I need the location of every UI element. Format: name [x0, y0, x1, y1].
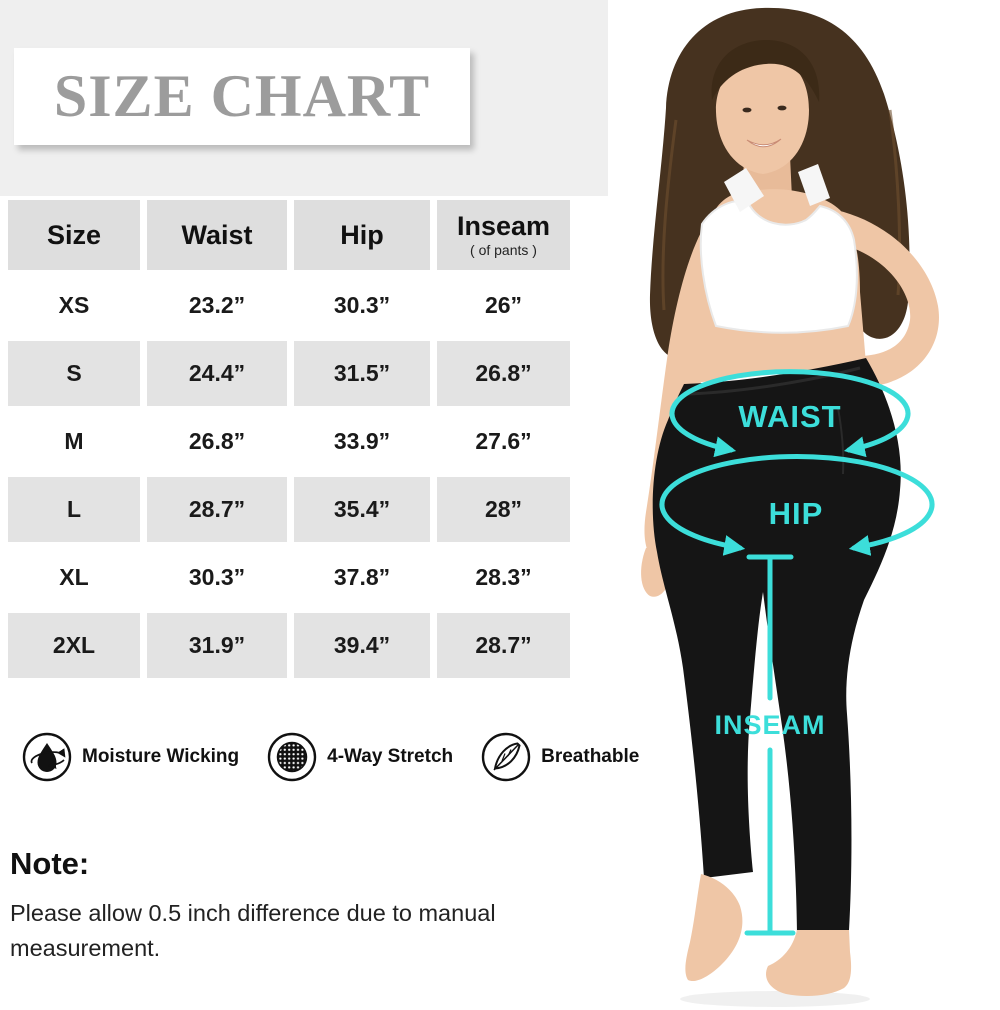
bra-strap: [798, 164, 830, 206]
header-inseam-sub: ( of pants ): [470, 241, 537, 258]
table-cell-hip: 30.3”: [294, 273, 430, 338]
sports-bra: [699, 200, 858, 334]
table-cell-inseam: 26.8”: [437, 341, 570, 406]
table-cell-hip: 31.5”: [294, 341, 430, 406]
model-illustration: WAIST HIP INSEAM: [641, 7, 939, 1007]
table-cell-waist: 28.7”: [147, 477, 287, 542]
note-section: Note: Please allow 0.5 inch difference d…: [10, 846, 590, 967]
model-face: [715, 56, 809, 174]
model-foot-right: [766, 930, 852, 996]
table-cell-hip: 39.4”: [294, 613, 430, 678]
feature-label: 4-Way Stretch: [327, 746, 454, 767]
waist-measure-arc: [669, 369, 911, 458]
black-leggings: [652, 358, 901, 933]
table-cell-size: M: [8, 409, 140, 474]
leggings-waistband: [687, 366, 861, 396]
header-hip: Hip: [294, 200, 430, 270]
table-cell-waist: 30.3”: [147, 545, 287, 610]
table-cell-waist: 26.8”: [147, 409, 287, 474]
bra-strap: [724, 168, 764, 212]
feature-label: Moisture Wicking: [82, 746, 240, 767]
model-foot-left: [685, 874, 743, 982]
size-table: Size Waist Hip Inseam ( of pants ) XS 23…: [8, 200, 570, 678]
table-cell-hip: 33.9”: [294, 409, 430, 474]
table-cell-inseam: 26”: [437, 273, 570, 338]
waist-label: WAIST: [738, 399, 841, 434]
model-smile: [746, 138, 782, 148]
model-arm-right: [832, 210, 939, 388]
table-cell-inseam: 28”: [437, 477, 570, 542]
table-cell-inseam: 28.3”: [437, 545, 570, 610]
model-eye: [777, 105, 787, 111]
page-title: SIZE CHART: [53, 63, 431, 129]
title-box: SIZE CHART: [14, 48, 470, 145]
inseam-label: INSEAM: [714, 710, 825, 740]
model-eye: [742, 107, 752, 113]
header-inseam: Inseam ( of pants ): [437, 200, 570, 270]
table-cell-size: L: [8, 477, 140, 542]
feature-four-way-stretch: 4-Way Stretch: [265, 730, 453, 784]
floor-shadow: [680, 991, 870, 1007]
table-cell-waist: 24.4”: [147, 341, 287, 406]
table-cell-hip: 37.8”: [294, 545, 430, 610]
header-waist: Waist: [147, 200, 287, 270]
table-cell-size: XS: [8, 273, 140, 338]
feature-moisture-wicking: Moisture Wicking: [20, 730, 239, 784]
note-body: Please allow 0.5 inch difference due to …: [10, 900, 496, 962]
moisture-wicking-icon: [22, 732, 72, 782]
table-cell-inseam: 27.6”: [437, 409, 570, 474]
table-cell-size: 2XL: [8, 613, 140, 678]
table-cell-size: S: [8, 341, 140, 406]
four-way-stretch-icon: [267, 732, 317, 782]
header-size: Size: [8, 200, 140, 270]
model-photo: WAIST HIP INSEAM: [570, 0, 1000, 1010]
table-cell-hip: 35.4”: [294, 477, 430, 542]
table-cell-waist: 23.2”: [147, 273, 287, 338]
model-hair-front: [711, 40, 820, 102]
feature-breathable: Breathable: [479, 730, 639, 784]
feature-label: Breathable: [541, 746, 640, 767]
table-cell-size: XL: [8, 545, 140, 610]
note-heading: Note:: [10, 846, 90, 881]
table-cell-inseam: 28.7”: [437, 613, 570, 678]
breathable-icon: [481, 732, 531, 782]
feature-list: Moisture Wicking 4-Way Stretch: [20, 730, 639, 784]
hip-measure-arc: [659, 453, 935, 556]
hip-label: HIP: [769, 496, 824, 531]
table-cell-waist: 31.9”: [147, 613, 287, 678]
measurement-annotations: [659, 369, 935, 936]
